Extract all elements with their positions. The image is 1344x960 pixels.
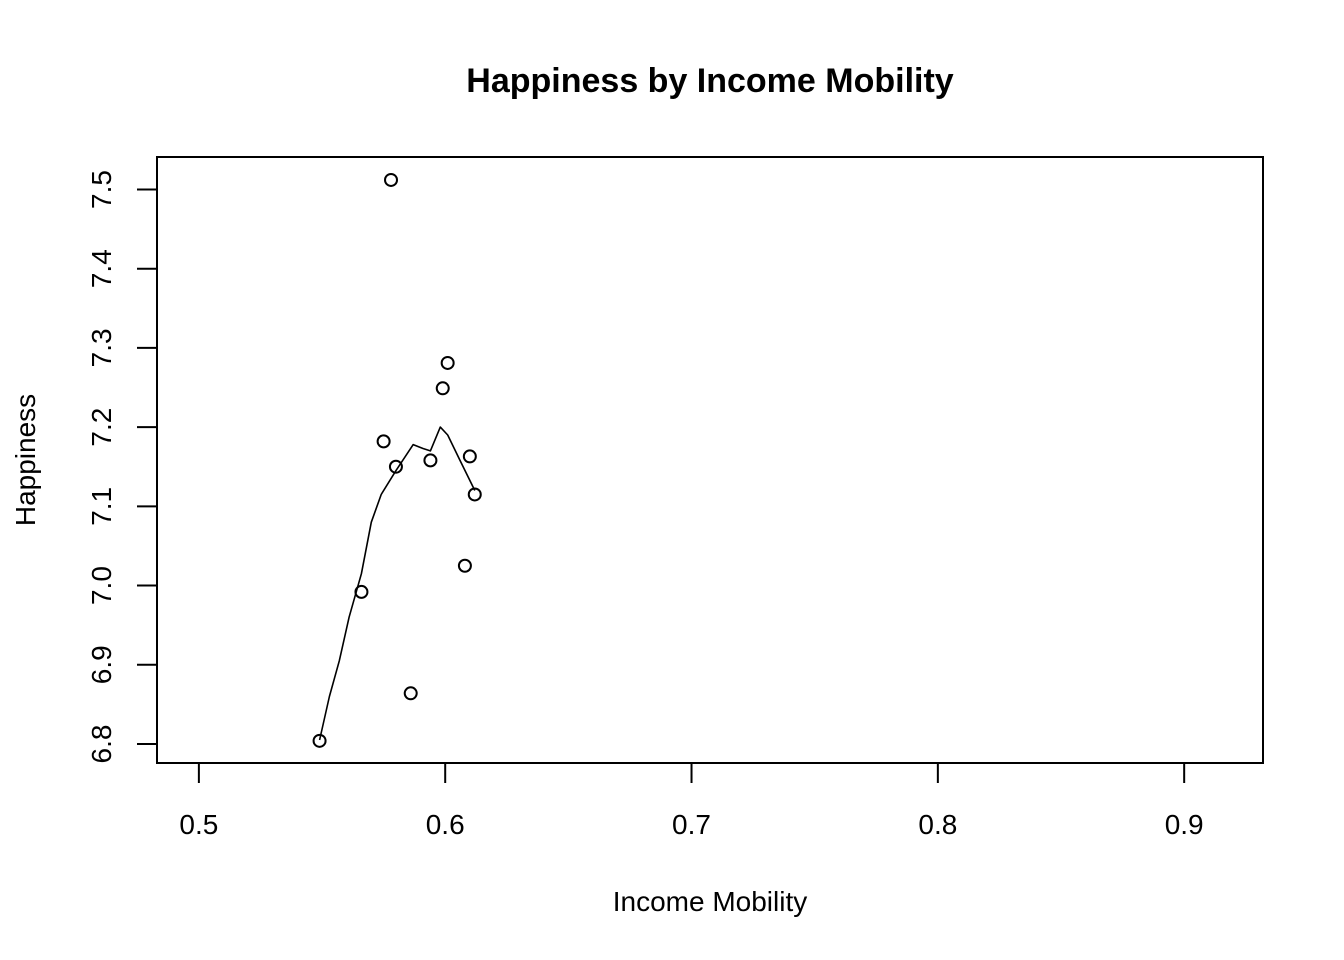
data-point xyxy=(440,355,455,370)
y-tick-label: 7.4 xyxy=(86,249,117,288)
data-point xyxy=(423,453,438,468)
data-point xyxy=(457,558,472,573)
x-axis-label: Income Mobility xyxy=(613,886,808,917)
x-tick-label: 0.9 xyxy=(1165,809,1204,840)
smooth-line xyxy=(318,426,476,741)
x-tick-label: 0.6 xyxy=(426,809,465,840)
y-tick-label: 7.0 xyxy=(86,566,117,605)
y-tick-label: 7.2 xyxy=(86,408,117,447)
y-tick-label: 6.9 xyxy=(86,645,117,684)
y-tick-label: 7.5 xyxy=(86,170,117,209)
x-tick-label: 0.8 xyxy=(918,809,957,840)
chart-title: Happiness by Income Mobility xyxy=(466,62,954,100)
data-point xyxy=(403,686,418,701)
x-tick-label: 0.5 xyxy=(179,809,218,840)
data-point xyxy=(376,434,391,449)
y-axis: 6.8 6.9 7.0 7.1 7.2 7.3 7.4 7.5 xyxy=(86,170,158,764)
plot-frame xyxy=(156,156,1264,764)
y-tick-label: 7.1 xyxy=(86,487,117,526)
data-point xyxy=(312,733,327,748)
points-layer xyxy=(312,172,482,748)
data-point xyxy=(435,381,450,396)
y-tick-label: 6.8 xyxy=(86,725,117,764)
y-axis-label: Happiness xyxy=(10,394,41,526)
x-axis: 0.5 0.6 0.7 0.8 0.9 xyxy=(179,762,1204,840)
data-point xyxy=(462,449,477,464)
data-point xyxy=(467,487,482,502)
data-point xyxy=(384,172,399,187)
x-tick-label: 0.7 xyxy=(672,809,711,840)
data-point xyxy=(388,459,403,474)
y-tick-label: 7.3 xyxy=(86,328,117,367)
data-point xyxy=(354,584,369,599)
smooth-curve-layer xyxy=(318,426,476,741)
